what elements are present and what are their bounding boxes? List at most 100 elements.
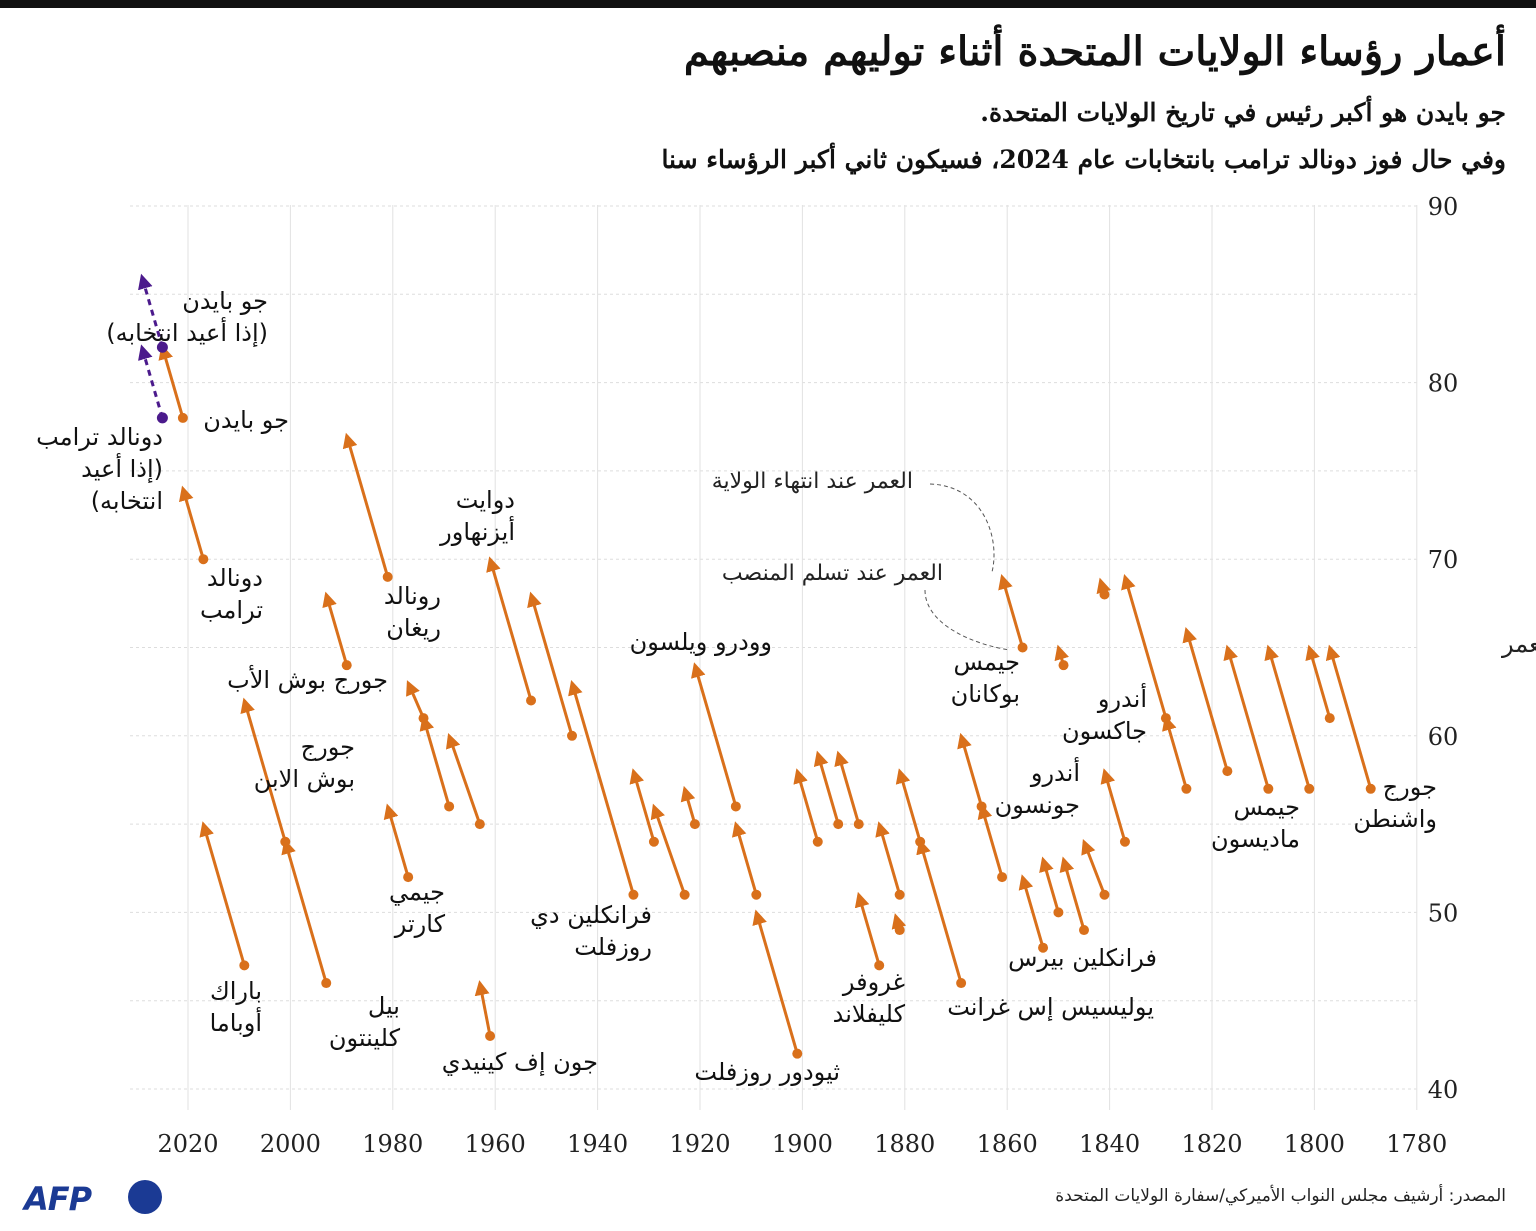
- president-label-line: فرانكلين بيرس: [1008, 944, 1157, 972]
- president-label: جورج بوش الأب: [227, 665, 388, 694]
- inauguration-dot: [1119, 836, 1130, 847]
- projection-arrow: [138, 344, 164, 419]
- term-arrow: [998, 573, 1025, 648]
- inauguration-dot: [341, 660, 352, 671]
- president-label-line: (إذا أعيد انتخابه): [106, 317, 268, 348]
- term-arrow: [834, 750, 861, 825]
- term-arrow: [1264, 644, 1311, 790]
- inauguration-dot: [689, 819, 700, 830]
- term-arrow: [875, 821, 902, 896]
- term-arrow: [383, 803, 410, 878]
- inauguration-dot: [1222, 766, 1233, 777]
- president-label: دونالد ترامب: [200, 564, 263, 624]
- x-tick-label: 2000: [260, 1130, 321, 1158]
- term-arrow: [281, 838, 328, 984]
- president-label-line: بوكانان: [951, 680, 1020, 708]
- x-tick-label: 1840: [1079, 1130, 1140, 1158]
- inauguration-dot: [1099, 889, 1110, 900]
- inauguration-dot: [1365, 783, 1376, 794]
- term-arrow: [1059, 856, 1086, 931]
- inauguration-dot: [894, 925, 905, 936]
- term-arrow: [650, 803, 687, 896]
- term-arrow: [1081, 838, 1106, 896]
- president-label-line: أيزنهاور: [439, 516, 515, 546]
- president-label-line: أندرو: [1097, 683, 1147, 713]
- chart-subtitle-1: جو بايدن هو أكبر رئيس في تاريخ الولايات …: [980, 98, 1506, 127]
- inauguration-dot: [418, 713, 429, 724]
- president-label: جيمي كارتر: [389, 878, 446, 938]
- inauguration-dot: [792, 1048, 803, 1059]
- president-label: جو بايدن (إذا أعيد انتخابه): [106, 287, 268, 348]
- president-label-line: كليفلاند: [833, 1000, 906, 1028]
- legend-annotation: العمر عند تسلم المنصب: [722, 561, 943, 586]
- term-arrow: [1039, 856, 1060, 913]
- president-label-line: انتخابه): [91, 487, 163, 515]
- inauguration-dot: [1017, 642, 1028, 653]
- chart-title: أعمار رؤساء الولايات المتحدة أثناء توليه…: [683, 28, 1506, 75]
- term-arrow: [957, 732, 984, 807]
- x-tick-label: 1940: [567, 1130, 628, 1158]
- president-label: يوليسيس إس غرانت: [947, 993, 1154, 1022]
- term-arrow: [199, 821, 246, 966]
- inauguration-dot: [833, 819, 844, 830]
- term-arrow: [158, 344, 185, 419]
- president-label-line: دوايت: [456, 486, 515, 514]
- president-label-line: أوباما: [210, 1007, 262, 1037]
- term-arrow: [486, 556, 533, 701]
- term-arrow: [527, 591, 574, 737]
- inauguration-dot: [1263, 783, 1274, 794]
- president-label: فرانكلين دي روزفلت: [530, 901, 652, 961]
- afp-logo-text: AFP: [24, 1180, 92, 1218]
- x-tick-label: 1920: [669, 1130, 730, 1158]
- president-label-line: رونالد: [384, 582, 441, 610]
- president-label-line: بيل: [368, 992, 400, 1020]
- president-label-line: باراك: [210, 977, 262, 1005]
- inauguration-dot: [485, 1031, 496, 1042]
- president-label-line: جورج: [301, 733, 355, 761]
- president-label-line: ماديسون: [1211, 825, 1300, 853]
- president-label: ثيودور روزفلت: [694, 1058, 840, 1086]
- top-bar: [0, 0, 1536, 8]
- inauguration-dot: [1038, 942, 1049, 953]
- president-label-line: وودرو ويلسون: [630, 628, 772, 656]
- x-tick-label: 1800: [1284, 1130, 1345, 1158]
- president-label-line: جون إف كينيدي: [442, 1048, 598, 1077]
- term-arrow: [793, 768, 820, 843]
- president-label: باراك أوباما: [210, 977, 262, 1037]
- annotation-leader-line: [929, 483, 995, 573]
- president-label-line: أندرو: [1030, 757, 1080, 787]
- term-arrow: [406, 680, 425, 719]
- x-tick-label: 1820: [1181, 1130, 1242, 1158]
- source-note: المصدر: أرشيف مجلس النواب الأميركي/سفارة…: [1055, 1186, 1506, 1206]
- president-label-line: ريغان: [386, 614, 441, 642]
- president-label: جورج بوش الابن: [254, 733, 355, 793]
- y-tick-label: 60: [1428, 723, 1459, 751]
- inauguration-dot: [915, 836, 926, 847]
- president-label-line: ترامب: [200, 596, 263, 624]
- x-tick-label: 2020: [157, 1130, 218, 1158]
- term-arrow: [854, 891, 881, 966]
- president-label-line: جو بايدن: [203, 406, 289, 434]
- inauguration-dot: [648, 836, 659, 847]
- inauguration-dot: [751, 889, 762, 900]
- president-label: أندرو جونسون: [995, 757, 1080, 819]
- president-label-line: روزفلت: [574, 933, 652, 961]
- inauguration-dot: [1160, 713, 1171, 724]
- inauguration-dot: [382, 571, 393, 582]
- x-tick-label: 1900: [772, 1130, 833, 1158]
- x-tick-label: 1780: [1386, 1130, 1447, 1158]
- annotation-leader-line: [924, 589, 1011, 651]
- president-label-line: كلينتون: [329, 1024, 401, 1052]
- term-arrow: [1121, 573, 1168, 719]
- president-label-line: جيمس: [953, 648, 1020, 676]
- president-label-line: (إذا أعيد: [81, 453, 163, 484]
- president-label-line: كارتر: [394, 910, 446, 938]
- president-label-line: غروفر: [842, 968, 905, 996]
- president-label-line: جو بايدن: [182, 287, 268, 315]
- president-label: جيمس بوكانان: [951, 648, 1020, 708]
- inauguration-dot: [874, 960, 885, 971]
- inauguration-dot: [812, 836, 823, 847]
- x-tick-label: 1860: [977, 1130, 1038, 1158]
- x-tick-label: 1980: [362, 1130, 423, 1158]
